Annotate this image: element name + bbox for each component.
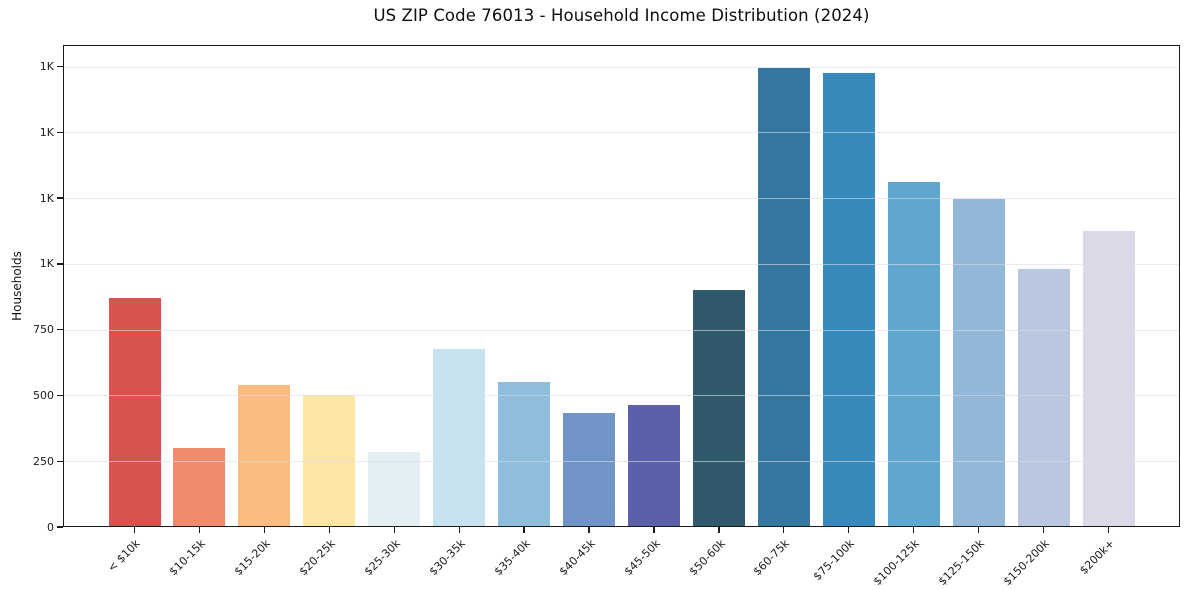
x-tick-label: $30-35k xyxy=(426,536,468,579)
x-tick-mark xyxy=(1107,527,1110,533)
x-tick-label: $40-45k xyxy=(556,536,598,579)
gridline xyxy=(63,132,1180,134)
x-tick-mark xyxy=(977,527,980,533)
y-tick-mark xyxy=(57,526,63,528)
gridline xyxy=(63,329,1180,331)
bar-45-50k xyxy=(627,404,680,527)
x-tick-mark xyxy=(718,527,720,533)
bar-125-150k xyxy=(952,199,1005,527)
chart-title: US ZIP Code 76013 - Household Income Dis… xyxy=(373,6,870,25)
gridline xyxy=(63,263,1180,265)
x-tick-label: $150-200k xyxy=(1001,536,1053,589)
x-tick-label: $60-75k xyxy=(751,536,793,579)
x-tick-mark xyxy=(458,527,460,533)
x-tick-label: $20-25k xyxy=(296,536,338,579)
x-tick-mark xyxy=(913,527,915,533)
bar-150-200k xyxy=(1017,269,1070,527)
x-tick-label: $35-40k xyxy=(491,536,533,579)
y-tick-mark xyxy=(57,460,63,462)
x-tick-mark xyxy=(523,527,525,533)
x-tick-mark xyxy=(328,527,330,533)
x-tick-label: $15-20k xyxy=(231,536,273,579)
gridline xyxy=(63,395,1180,397)
y-tick-mark xyxy=(57,329,63,331)
y-tick-mark xyxy=(57,131,63,133)
bar-60-75k xyxy=(757,67,810,527)
gridline xyxy=(63,461,1180,463)
y-tick-mark xyxy=(57,263,63,265)
x-tick-mark xyxy=(263,527,266,533)
bar-10k xyxy=(108,298,161,527)
x-tick-label: $45-50k xyxy=(621,536,663,579)
x-tick-mark xyxy=(588,527,590,533)
x-tick-mark xyxy=(653,527,655,533)
x-tick-label: $125-150k xyxy=(936,536,988,589)
x-tick-label: $100-125k xyxy=(871,536,923,589)
plot-area: 0 250 500 750 1K 1K 1K 1K < $10k $10-15k $15-20k $… xyxy=(33,45,1180,588)
y-tick-label: 750 xyxy=(33,323,54,337)
y-tick-mark xyxy=(57,65,63,68)
x-tick-mark xyxy=(393,527,395,533)
y-tick-label: 1K xyxy=(39,125,54,139)
y-tick-label: 0 xyxy=(47,520,54,534)
x-tick-mark xyxy=(848,527,850,533)
y-tick-mark xyxy=(57,197,63,199)
x-tick-mark xyxy=(783,527,785,533)
x-tick-label: $50-60k xyxy=(686,536,728,579)
plot-frame xyxy=(63,45,1180,527)
bar-10-15k xyxy=(173,448,226,527)
bar-75-100k xyxy=(822,73,875,527)
x-tick-label: $200k+ xyxy=(1077,536,1118,577)
gridline xyxy=(63,66,1180,68)
bar-25-30k xyxy=(368,452,421,527)
bar-40-45k xyxy=(563,412,616,527)
x-tick-label: $75-100k xyxy=(811,536,858,584)
bar-100-125k xyxy=(887,182,940,527)
y-tick-mark xyxy=(57,394,63,397)
x-tick-label: $25-30k xyxy=(361,536,403,579)
x-tick-label: $10-15k xyxy=(166,536,208,579)
bar-200k+ xyxy=(1082,231,1135,527)
x-tick-label: < $10k xyxy=(105,536,144,575)
bar-15-20k xyxy=(238,384,291,527)
y-tick-label: 1K xyxy=(39,257,54,271)
y-tick-label: 500 xyxy=(33,388,54,402)
bar-50-60k xyxy=(692,290,745,527)
x-tick-mark xyxy=(133,527,136,533)
x-tick-mark xyxy=(198,527,201,533)
y-tick-label: 250 xyxy=(33,454,54,468)
bar-30-35k xyxy=(433,349,486,527)
x-tick-mark xyxy=(1042,527,1045,533)
gridline xyxy=(63,198,1180,200)
y-tick-label: 1K xyxy=(39,191,54,205)
bar-35-40k xyxy=(498,382,551,527)
y-tick-label: 1K xyxy=(39,60,54,74)
